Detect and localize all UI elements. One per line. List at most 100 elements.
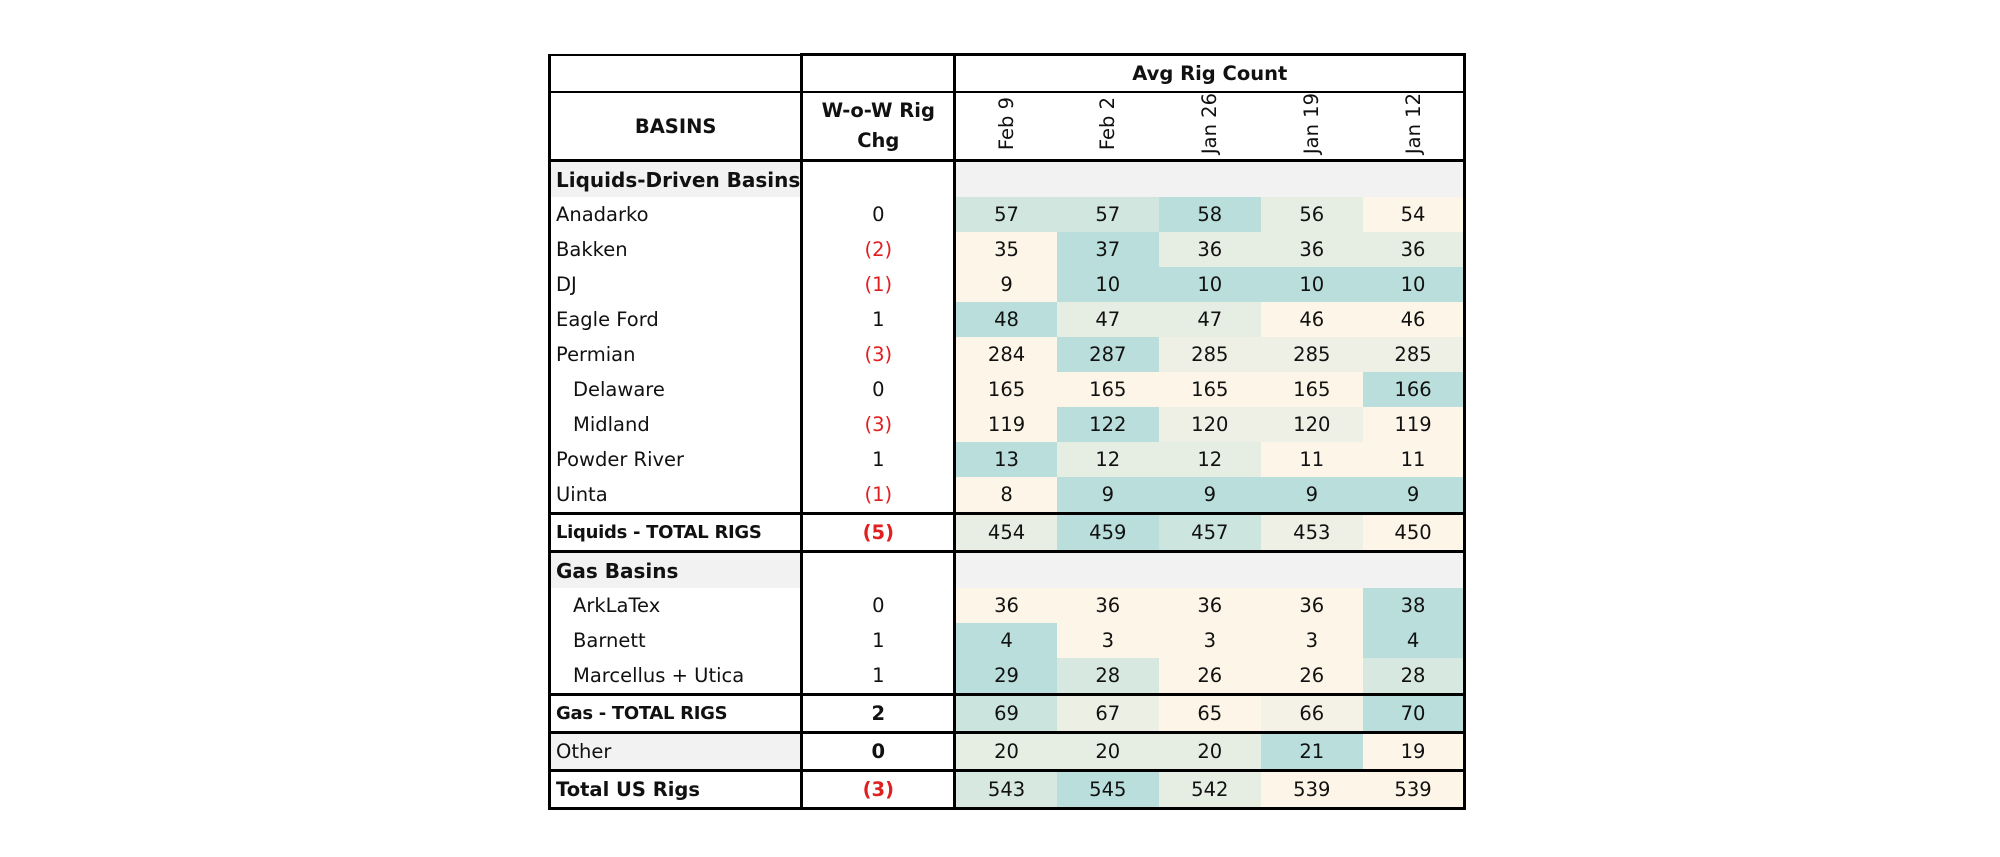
rig-count-cell: 57 [954, 197, 1057, 233]
header-week-1: Feb 9 [954, 91, 1057, 163]
row-label: Other [547, 731, 804, 773]
rig-count-cell: 28 [1362, 658, 1467, 695]
rig-count-cell: 36 [954, 588, 1057, 624]
rig-count-cell: 56 [1260, 197, 1363, 233]
rig-count-cell: 47 [1158, 302, 1261, 338]
rig-count-cell: 9 [1362, 477, 1467, 514]
header-wow-change: W-o-W Rig Chg [801, 91, 957, 163]
wow-change-value: 1 [801, 442, 957, 478]
wow-change-value: (2) [801, 232, 957, 268]
header-avg-rig-count: Avg Rig Count [954, 53, 1467, 92]
rig-count-cell: 67 [1056, 693, 1159, 735]
rig-count-cell: 12 [1158, 442, 1261, 478]
section-title-liquids: Liquids-Driven Basins [547, 160, 804, 198]
row-label: Eagle Ford [547, 302, 804, 338]
rig-count-cell: 10 [1158, 267, 1261, 303]
wow-change-value: 0 [801, 731, 957, 773]
rig-count-cell: 165 [1158, 372, 1261, 408]
table-row: Barnett 1 4 3 3 3 4 [547, 623, 1467, 659]
rig-count-cell: 66 [1260, 693, 1363, 735]
wow-change-value: (3) [801, 337, 957, 373]
table-row: ArkLaTex 0 36 36 36 36 38 [547, 588, 1467, 624]
rig-count-cell: 454 [954, 512, 1057, 554]
wow-change-value: (1) [801, 267, 957, 303]
table-row: Anadarko 0 57 57 58 56 54 [547, 197, 1467, 233]
header-blank-basins [547, 53, 804, 92]
rig-count-cell: 459 [1056, 512, 1159, 554]
row-label: Barnett [547, 623, 804, 659]
week-label-4: Jan 19 [1300, 93, 1324, 155]
table-row: Marcellus + Utica 1 29 28 26 26 28 [547, 658, 1467, 695]
rig-count-cell: 38 [1362, 588, 1467, 624]
rig-count-cell: 165 [954, 372, 1057, 408]
rig-count-cell: 285 [1362, 337, 1467, 373]
row-label: Midland [547, 407, 804, 443]
row-label: Total US Rigs [547, 769, 804, 811]
rig-count-cell: 543 [954, 769, 1057, 811]
header-blank-change [801, 53, 957, 92]
wow-change-value: (3) [801, 769, 957, 811]
rig-count-cell: 10 [1260, 267, 1363, 303]
rig-count-cell: 37 [1056, 232, 1159, 268]
wow-change-value: 1 [801, 623, 957, 659]
rig-count-cell: 36 [1362, 232, 1467, 268]
rig-count-cell: 58 [1158, 197, 1261, 233]
row-label: Delaware [547, 372, 804, 408]
rig-count-cell: 3 [1158, 623, 1261, 659]
row-label: Uinta [547, 477, 804, 514]
row-label: Anadarko [547, 197, 804, 233]
header-basins: BASINS [547, 91, 804, 163]
table-row: Uinta (1) 8 9 9 9 9 [547, 477, 1467, 514]
rig-count-cell: 4 [954, 623, 1057, 659]
rig-count-cell: 165 [1056, 372, 1159, 408]
rig-count-cell: 539 [1260, 769, 1363, 811]
section-title-gas: Gas Basins [547, 551, 804, 589]
week-label-5: Jan 12 [1401, 93, 1425, 155]
grand-total-row: Total US Rigs (3) 543 545 542 539 539 [547, 769, 1467, 811]
rig-count-cell: 9 [1056, 477, 1159, 514]
header-row: BASINS W-o-W Rig Chg Feb 9 Feb 2 Jan 26 … [547, 91, 1467, 163]
row-label: Permian [547, 337, 804, 373]
rig-count-cell: 284 [954, 337, 1057, 373]
section-values-blank-liquids [954, 160, 1467, 198]
section-header-row-gas: Gas Basins [547, 551, 1467, 589]
rig-count-cell: 119 [954, 407, 1057, 443]
header-week-4: Jan 19 [1260, 91, 1363, 163]
rig-count-cell: 47 [1056, 302, 1159, 338]
rig-count-cell: 4 [1362, 623, 1467, 659]
row-label: ArkLaTex [547, 588, 804, 624]
rig-count-cell: 36 [1260, 588, 1363, 624]
rig-count-cell: 12 [1056, 442, 1159, 478]
rig-count-cell: 165 [1260, 372, 1363, 408]
rig-count-cell: 19 [1362, 731, 1467, 773]
rig-count-cell: 57 [1056, 197, 1159, 233]
rig-count-cell: 69 [954, 693, 1057, 735]
rig-count-cell: 8 [954, 477, 1057, 514]
section-change-blank-gas [801, 551, 957, 589]
rig-count-cell: 122 [1056, 407, 1159, 443]
row-label: Marcellus + Utica [547, 658, 804, 695]
header-group-row: Avg Rig Count [547, 53, 1467, 92]
wow-change-value: (5) [801, 512, 957, 554]
rig-count-cell: 26 [1260, 658, 1363, 695]
table-row: Midland (3) 119 122 120 120 119 [547, 407, 1467, 443]
table-row: Eagle Ford 1 48 47 47 46 46 [547, 302, 1467, 338]
wow-change-value: 1 [801, 658, 957, 695]
rig-count-cell: 20 [1056, 731, 1159, 773]
header-week-5: Jan 12 [1362, 91, 1467, 163]
rig-count-cell: 28 [1056, 658, 1159, 695]
rig-count-cell: 3 [1260, 623, 1363, 659]
week-label-3: Jan 26 [1198, 93, 1222, 155]
rig-count-cell: 20 [954, 731, 1057, 773]
week-label-1: Feb 9 [995, 96, 1019, 151]
header-week-3: Jan 26 [1158, 91, 1261, 163]
total-row-gas: Gas - TOTAL RIGS 2 69 67 65 66 70 [547, 693, 1467, 735]
rig-count-cell: 9 [954, 267, 1057, 303]
rig-count-cell: 287 [1056, 337, 1159, 373]
rig-count-cell: 539 [1362, 769, 1467, 811]
rig-count-cell: 542 [1158, 769, 1261, 811]
row-label: DJ [547, 267, 804, 303]
rig-count-cell: 21 [1260, 731, 1363, 773]
wow-change-value: (1) [801, 477, 957, 514]
rig-count-cell: 453 [1260, 512, 1363, 554]
